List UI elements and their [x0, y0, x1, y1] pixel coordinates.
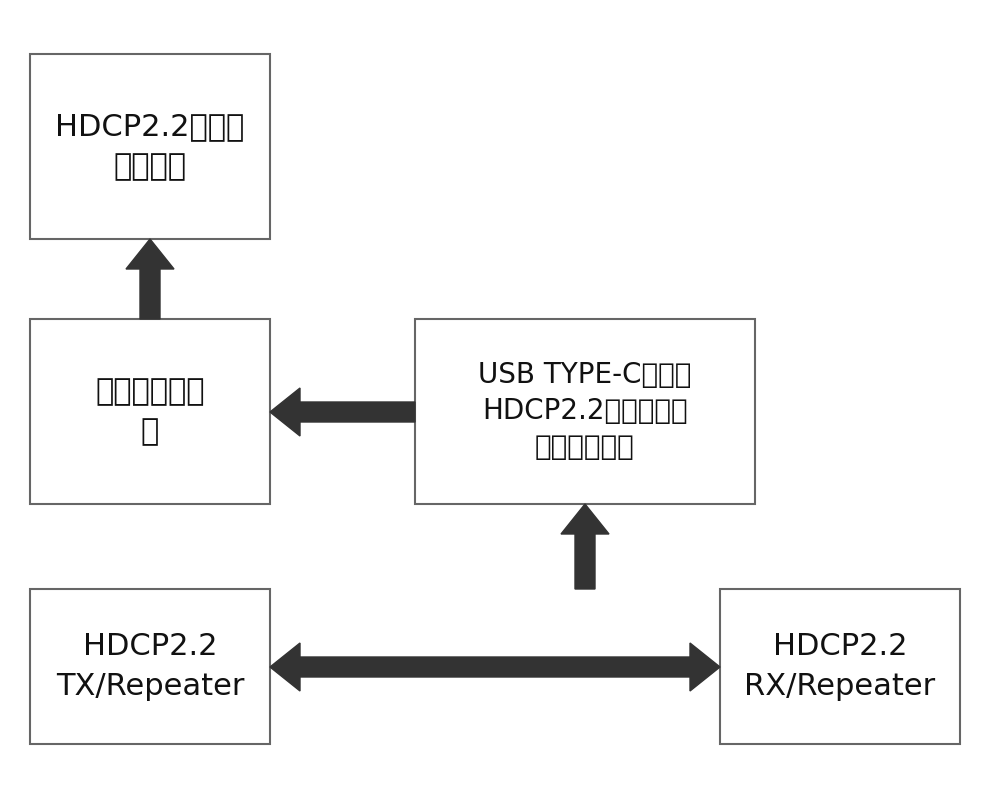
Text: HDCP2.2: HDCP2.2: [83, 632, 217, 662]
Bar: [720, 589, 960, 744]
Text: USB TYPE-C芯片的: USB TYPE-C芯片的: [478, 361, 692, 389]
Text: 集器和译码器: 集器和译码器: [535, 434, 635, 462]
Text: 软件界面: 软件界面: [114, 152, 186, 181]
Polygon shape: [270, 643, 720, 691]
Bar: [30, 589, 270, 744]
Bar: [30, 319, 270, 504]
Polygon shape: [561, 504, 609, 589]
Text: 串口中间件软: 串口中间件软: [95, 377, 205, 406]
Polygon shape: [270, 388, 415, 436]
Text: HDCP2.2: HDCP2.2: [773, 632, 907, 662]
Text: 件: 件: [141, 417, 159, 446]
Text: RX/Repeater: RX/Repeater: [744, 672, 936, 701]
Text: HDCP2.2调试器: HDCP2.2调试器: [55, 112, 245, 141]
Polygon shape: [126, 239, 174, 319]
Text: TX/Repeater: TX/Repeater: [56, 672, 244, 701]
Text: HDCP2.2认证信号采: HDCP2.2认证信号采: [482, 397, 688, 426]
Bar: [415, 319, 755, 504]
Bar: [30, 54, 270, 239]
